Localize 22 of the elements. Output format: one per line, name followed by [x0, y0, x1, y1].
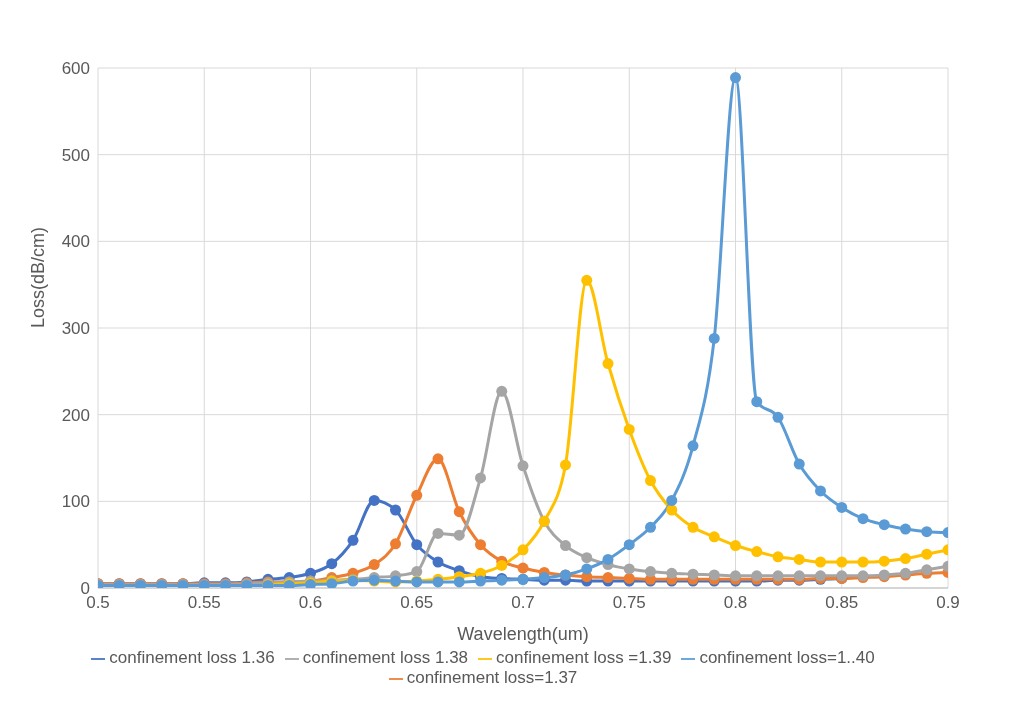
legend-label: confinement loss 1.36	[109, 648, 275, 667]
y-tick-label: 500	[61, 145, 90, 165]
legend-label: confinement loss 1.38	[302, 648, 469, 667]
x-tick-label: 0.6	[298, 593, 323, 613]
y-tick-label: 200	[61, 405, 90, 425]
legend-label: confinement loss=1.37	[406, 668, 578, 687]
legend-label: confinement loss =1.39	[496, 648, 672, 667]
x-tick-label: 0.7	[511, 593, 535, 613]
y-tick-label: 300	[61, 319, 90, 339]
y-tick-label: 100	[61, 492, 90, 512]
legend-label: confinement loss=1..40	[699, 648, 875, 667]
x-tick-label: 0.8	[723, 593, 748, 613]
x-tick-label: 0.65	[400, 593, 434, 613]
x-tick-label: 0.5	[86, 593, 110, 613]
x-tick-label: 0.85	[825, 593, 859, 613]
y-axis-title: Loss(dB/cm)	[28, 226, 49, 328]
x-tick-label: 0.55	[187, 593, 221, 613]
x-tick-label: 0.75	[612, 593, 646, 613]
y-tick-label: 400	[61, 232, 90, 252]
x-axis-title: Wavelength(um)	[457, 624, 589, 644]
y-tick-label: 600	[61, 59, 90, 79]
x-tick-label: 0.9	[936, 593, 960, 613]
